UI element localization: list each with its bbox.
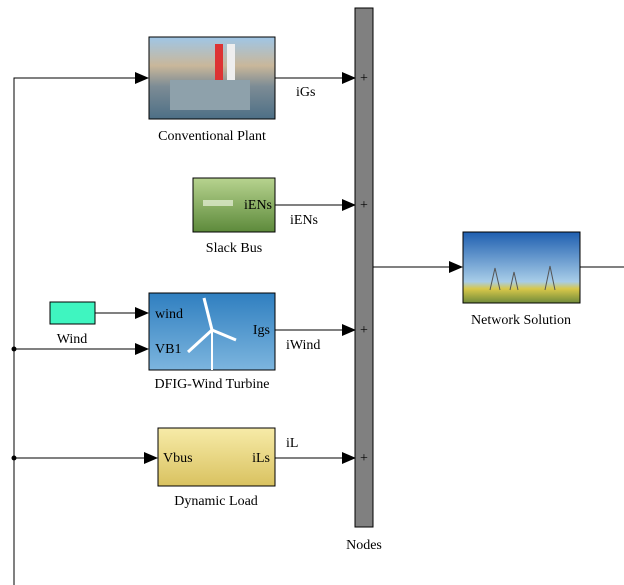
signal-label: iL — [286, 436, 298, 451]
port-sign: + — [360, 71, 368, 86]
port-label: iENs — [244, 198, 272, 213]
block-label: Dynamic Load — [174, 494, 258, 509]
block-label: Wind — [57, 332, 88, 347]
port-label: Igs — [253, 323, 270, 338]
port-label: wind — [155, 307, 183, 322]
diagram: Conventional Plant iGs iENs Slack Bus iE… — [0, 0, 624, 585]
network-solution-block — [463, 232, 580, 303]
junction — [12, 347, 17, 352]
building — [170, 80, 250, 110]
block-label: Network Solution — [471, 313, 571, 328]
chimney — [215, 44, 223, 84]
conventional-plant-block — [149, 37, 275, 119]
wind-source-block — [50, 302, 95, 324]
port-sign: + — [360, 323, 368, 338]
decoration — [203, 200, 233, 206]
port-label: Vbus — [163, 451, 193, 466]
signal-label: iGs — [296, 85, 315, 100]
port-sign: + — [360, 451, 368, 466]
block-label: Nodes — [346, 538, 382, 553]
port-label: iLs — [252, 451, 270, 466]
signal-label: iWind — [286, 338, 320, 353]
signal-label: iENs — [290, 213, 318, 228]
block-label: Conventional Plant — [158, 129, 266, 144]
wires — [12, 78, 624, 585]
chimney — [227, 44, 235, 84]
block-label: Slack Bus — [206, 241, 262, 256]
block-label: DFIG-Wind Turbine — [155, 377, 270, 392]
port-label: VB1 — [155, 342, 181, 357]
port-sign: + — [360, 198, 368, 213]
junction — [12, 456, 17, 461]
